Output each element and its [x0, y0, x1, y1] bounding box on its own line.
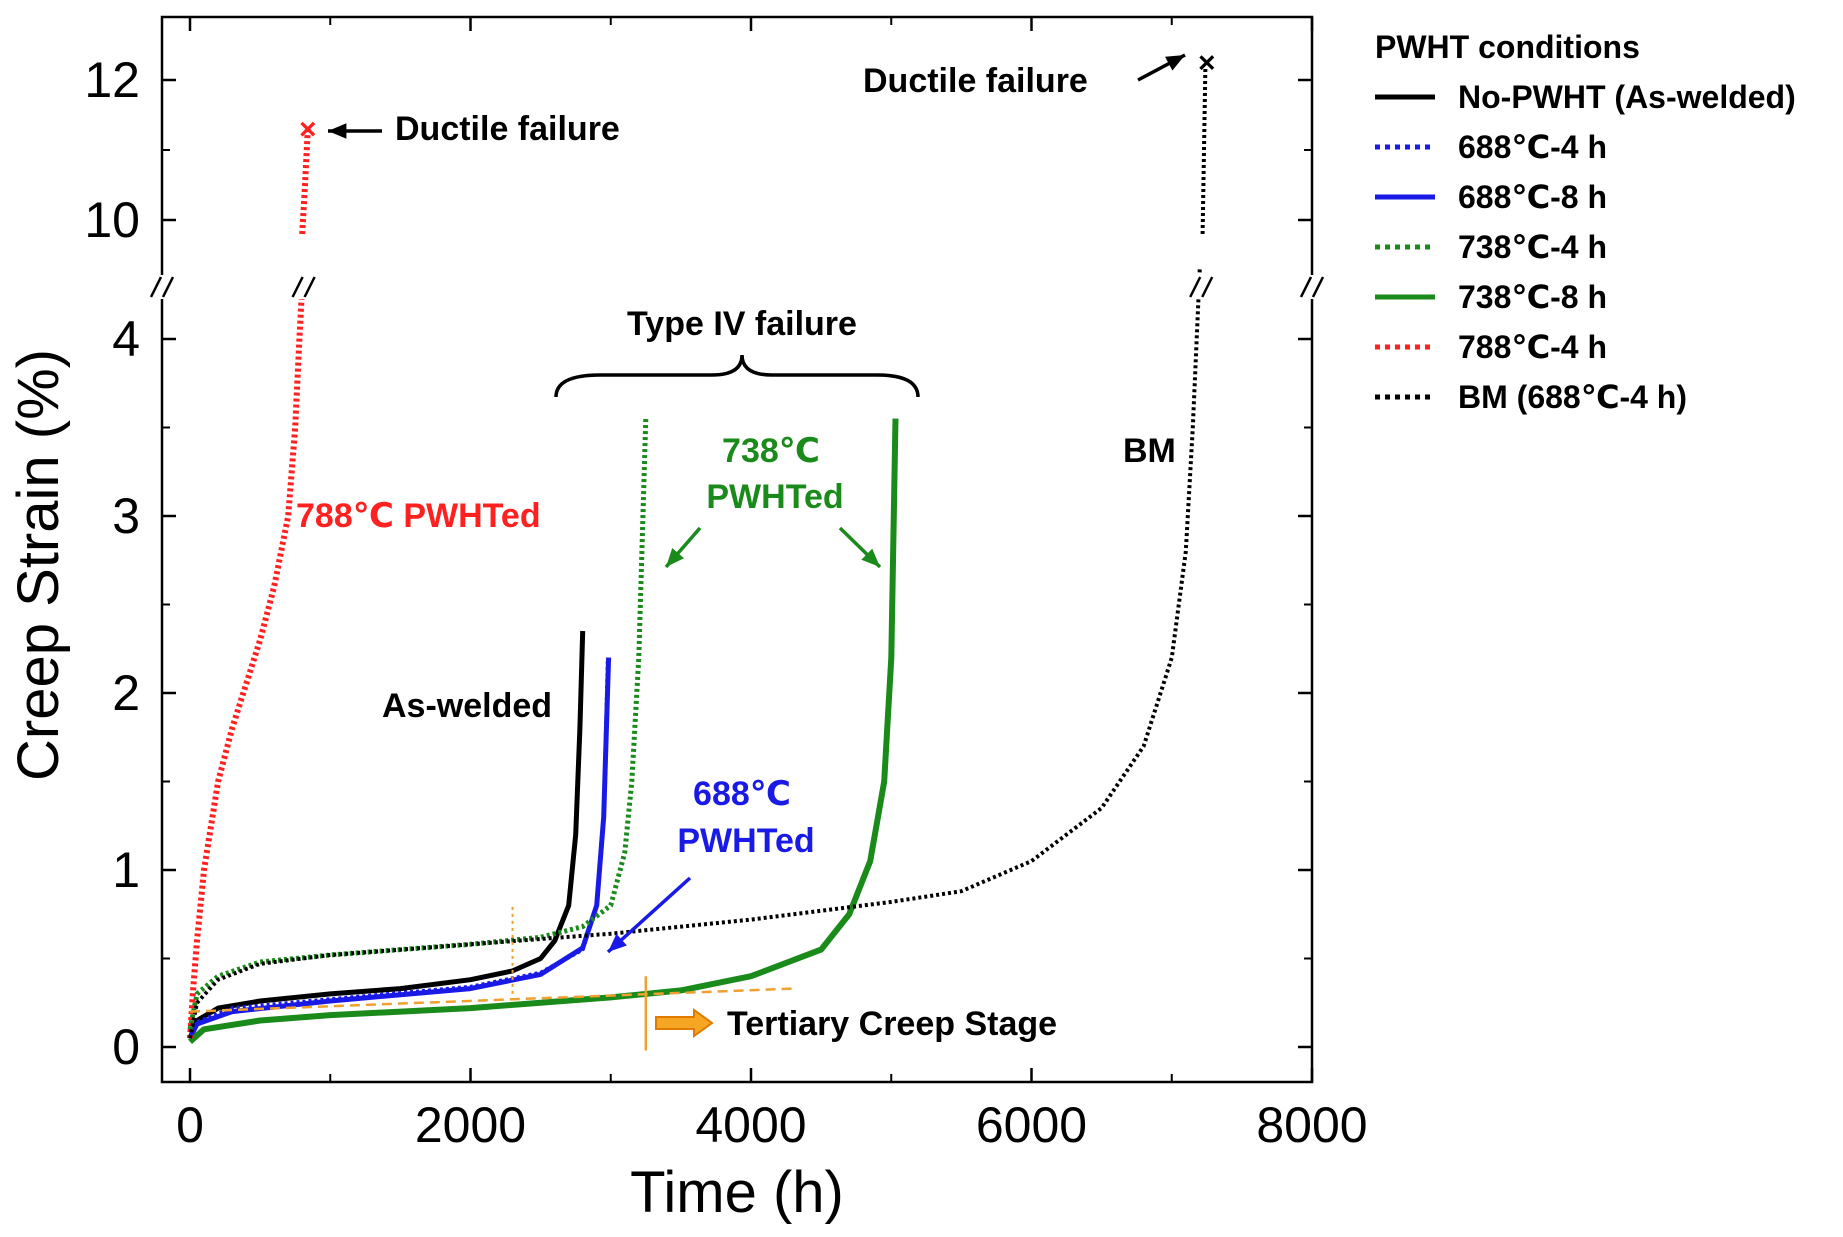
series-line — [187, 418, 649, 1030]
x-tick-label: 0 — [176, 1097, 204, 1153]
x-tick-label: 6000 — [976, 1097, 1087, 1153]
x-axis-title: Time (h) — [630, 1160, 844, 1225]
x-tick-label: 4000 — [695, 1097, 806, 1153]
ductile-arrow-left-head — [328, 123, 347, 139]
blue-label-line2: PWHTed — [677, 822, 814, 860]
legend-label: 688℃-4 h — [1458, 129, 1607, 165]
y-tick-label: 1 — [112, 842, 140, 898]
legend-label: No-PWHT (As-welded) — [1458, 79, 1796, 115]
axis-break-mark — [1311, 276, 1325, 298]
legend-label: 738℃-4 h — [1458, 229, 1607, 265]
as-welded-label: As-welded — [382, 687, 552, 725]
bm-label: BM — [1123, 432, 1176, 470]
ductile-arrow-right-head — [1165, 55, 1185, 71]
type-iv-label: Type IV failure — [627, 305, 857, 343]
axis-break-mark — [303, 276, 316, 298]
x-tick-label: 2000 — [415, 1097, 526, 1153]
axis-break-mark — [1299, 276, 1313, 298]
y-tick-label-upper: 10 — [84, 192, 140, 248]
legend-label: 738℃-8 h — [1458, 279, 1607, 315]
type-iv-brace — [554, 354, 920, 398]
y-tick-label-upper: 12 — [84, 52, 140, 108]
plot-frame — [160, 15, 1314, 1084]
axis-break-mark — [161, 276, 175, 298]
green-arrow-right-head — [861, 548, 880, 567]
series-line — [1200, 65, 1208, 235]
y-tick-label: 0 — [112, 1019, 140, 1075]
legend-label: 788℃-4 h — [1458, 329, 1607, 365]
failure-marker: × — [299, 113, 317, 146]
series-line — [188, 268, 1202, 1039]
y-axis-title: Creep Strain (%) — [6, 349, 71, 781]
axis-break-mark — [291, 276, 304, 298]
axis-break-mark — [1189, 276, 1202, 298]
legend-title: PWHT conditions — [1375, 29, 1640, 65]
y-tick-label: 4 — [112, 311, 140, 367]
y-tick-label: 2 — [112, 665, 140, 721]
failure-marker: × — [1198, 47, 1216, 80]
axis-break-mark — [149, 276, 163, 298]
series-line — [187, 657, 612, 1040]
legend: PWHT conditions No-PWHT (As-welded) 688℃-4… — [1375, 29, 1796, 415]
green-label-line2: PWHTed — [706, 478, 843, 516]
legend-label: 688℃-8 h — [1458, 179, 1607, 215]
tertiary-ref-line — [189, 987, 794, 1013]
blue-label-line1: 688℃ — [693, 775, 791, 813]
red-label: 788℃ PWHTed — [296, 497, 541, 535]
x-tick-label: 8000 — [1256, 1097, 1367, 1153]
y-tick-label: 3 — [112, 488, 140, 544]
axis-break-mark — [1201, 276, 1214, 298]
series-line — [299, 128, 311, 235]
green-label-line1: 738℃ — [722, 432, 820, 470]
series-line — [188, 418, 899, 1044]
blue-arrow-head — [608, 933, 627, 952]
ductile-failure-label-right: Ductile failure — [863, 62, 1088, 100]
tertiary-arrow — [655, 1008, 714, 1038]
legend-label: BM (688℃-4 h) — [1458, 379, 1687, 415]
series-line — [187, 285, 306, 1039]
tertiary-label: Tertiary Creep Stage — [727, 1005, 1057, 1043]
green-arrow-left-head — [666, 547, 684, 567]
ductile-failure-label-left: Ductile failure — [395, 110, 620, 148]
series-line — [187, 630, 586, 1040]
